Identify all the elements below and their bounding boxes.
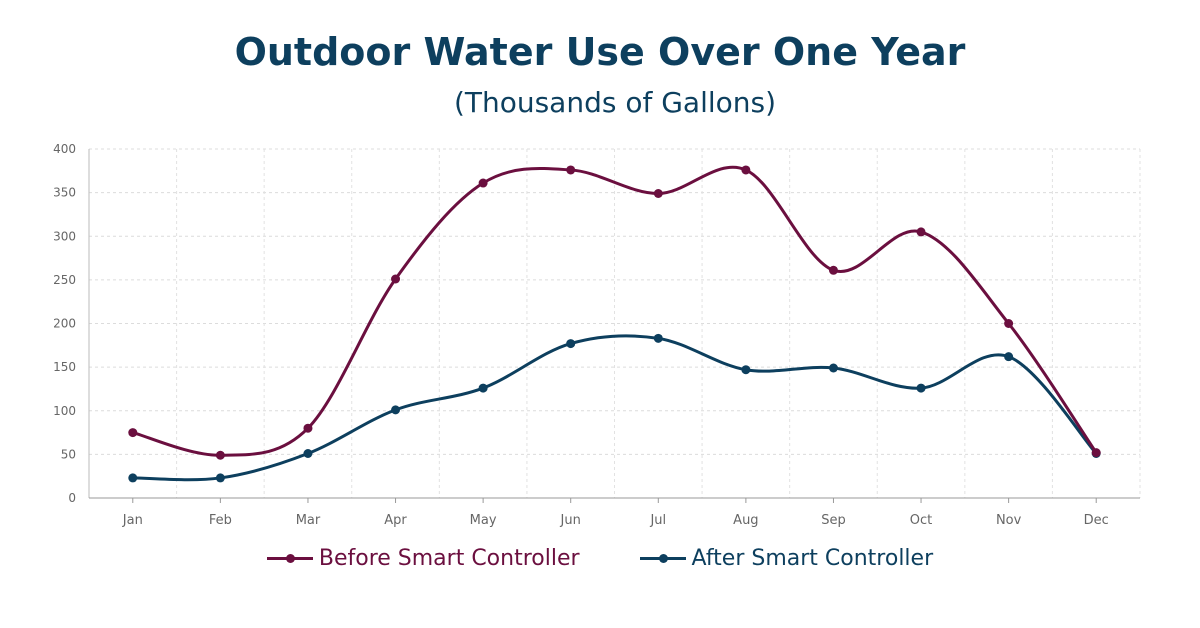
data-point-after-Jul bbox=[653, 333, 663, 343]
data-point-before-Aug bbox=[741, 165, 751, 175]
y-tick-label-100: 100 bbox=[53, 404, 76, 418]
x-tick-label-Feb: Feb bbox=[209, 513, 232, 528]
data-point-after-Jun bbox=[566, 339, 576, 349]
data-point-before-Dec bbox=[1091, 448, 1101, 458]
x-tick-label-Nov: Nov bbox=[996, 513, 1022, 528]
y-tick-label-350: 350 bbox=[53, 186, 76, 200]
legend-line-after-icon bbox=[639, 553, 686, 563]
x-tick-label-May: May bbox=[470, 513, 497, 528]
x-tick-label-Jan: Jan bbox=[122, 513, 143, 528]
data-point-after-Sep bbox=[828, 363, 838, 373]
y-tick-label-250: 250 bbox=[53, 273, 76, 287]
data-point-before-Jul bbox=[653, 188, 663, 198]
y-tick-label-0: 0 bbox=[68, 491, 76, 505]
data-point-before-Jan bbox=[128, 428, 138, 438]
legend-item-before[interactable]: Before Smart Controller bbox=[266, 546, 580, 571]
data-point-after-Mar bbox=[303, 449, 313, 459]
x-tick-label-Aug: Aug bbox=[733, 513, 758, 528]
data-point-after-Oct bbox=[916, 383, 926, 393]
data-point-after-Apr bbox=[391, 405, 401, 415]
data-point-before-Jun bbox=[566, 165, 576, 175]
x-tick-label-Oct: Oct bbox=[910, 513, 932, 528]
data-point-before-Feb bbox=[215, 450, 225, 460]
data-point-after-Feb bbox=[215, 473, 225, 483]
data-point-before-May bbox=[478, 178, 488, 188]
x-tick-label-Mar: Mar bbox=[296, 513, 321, 528]
y-tick-label-200: 200 bbox=[53, 317, 76, 331]
data-point-after-May bbox=[478, 383, 488, 393]
legend-label-before: Before Smart Controller bbox=[318, 546, 580, 571]
legend-item-after[interactable]: After Smart Controller bbox=[639, 546, 934, 571]
data-point-before-Mar bbox=[303, 423, 313, 433]
data-point-before-Nov bbox=[1004, 319, 1014, 328]
x-tick-label-Apr: Apr bbox=[384, 513, 407, 528]
data-point-after-Nov bbox=[1004, 352, 1014, 362]
chart-subtitle: (Thousands of Gallons) bbox=[453, 86, 777, 119]
chart-legend: Before Smart Controller After Smart Cont… bbox=[0, 546, 1200, 571]
x-tick-label-Jul: Jul bbox=[649, 513, 666, 528]
y-tick-label-400: 400 bbox=[53, 142, 76, 156]
x-tick-label-Dec: Dec bbox=[1084, 513, 1109, 528]
legend-label-after: After Smart Controller bbox=[691, 546, 934, 571]
y-tick-label-50: 50 bbox=[61, 447, 76, 461]
data-point-before-Apr bbox=[391, 274, 401, 284]
data-point-before-Oct bbox=[916, 227, 926, 237]
x-tick-label-Jun: Jun bbox=[560, 513, 581, 528]
data-point-before-Sep bbox=[828, 265, 838, 275]
data-point-after-Jan bbox=[128, 473, 138, 483]
chart-title: Outdoor Water Use Over One Year bbox=[234, 30, 966, 74]
legend-line-before-icon bbox=[266, 553, 313, 563]
data-point-after-Aug bbox=[741, 365, 751, 375]
y-tick-label-300: 300 bbox=[53, 229, 76, 243]
y-tick-label-150: 150 bbox=[53, 360, 76, 374]
x-tick-label-Sep: Sep bbox=[821, 513, 846, 528]
